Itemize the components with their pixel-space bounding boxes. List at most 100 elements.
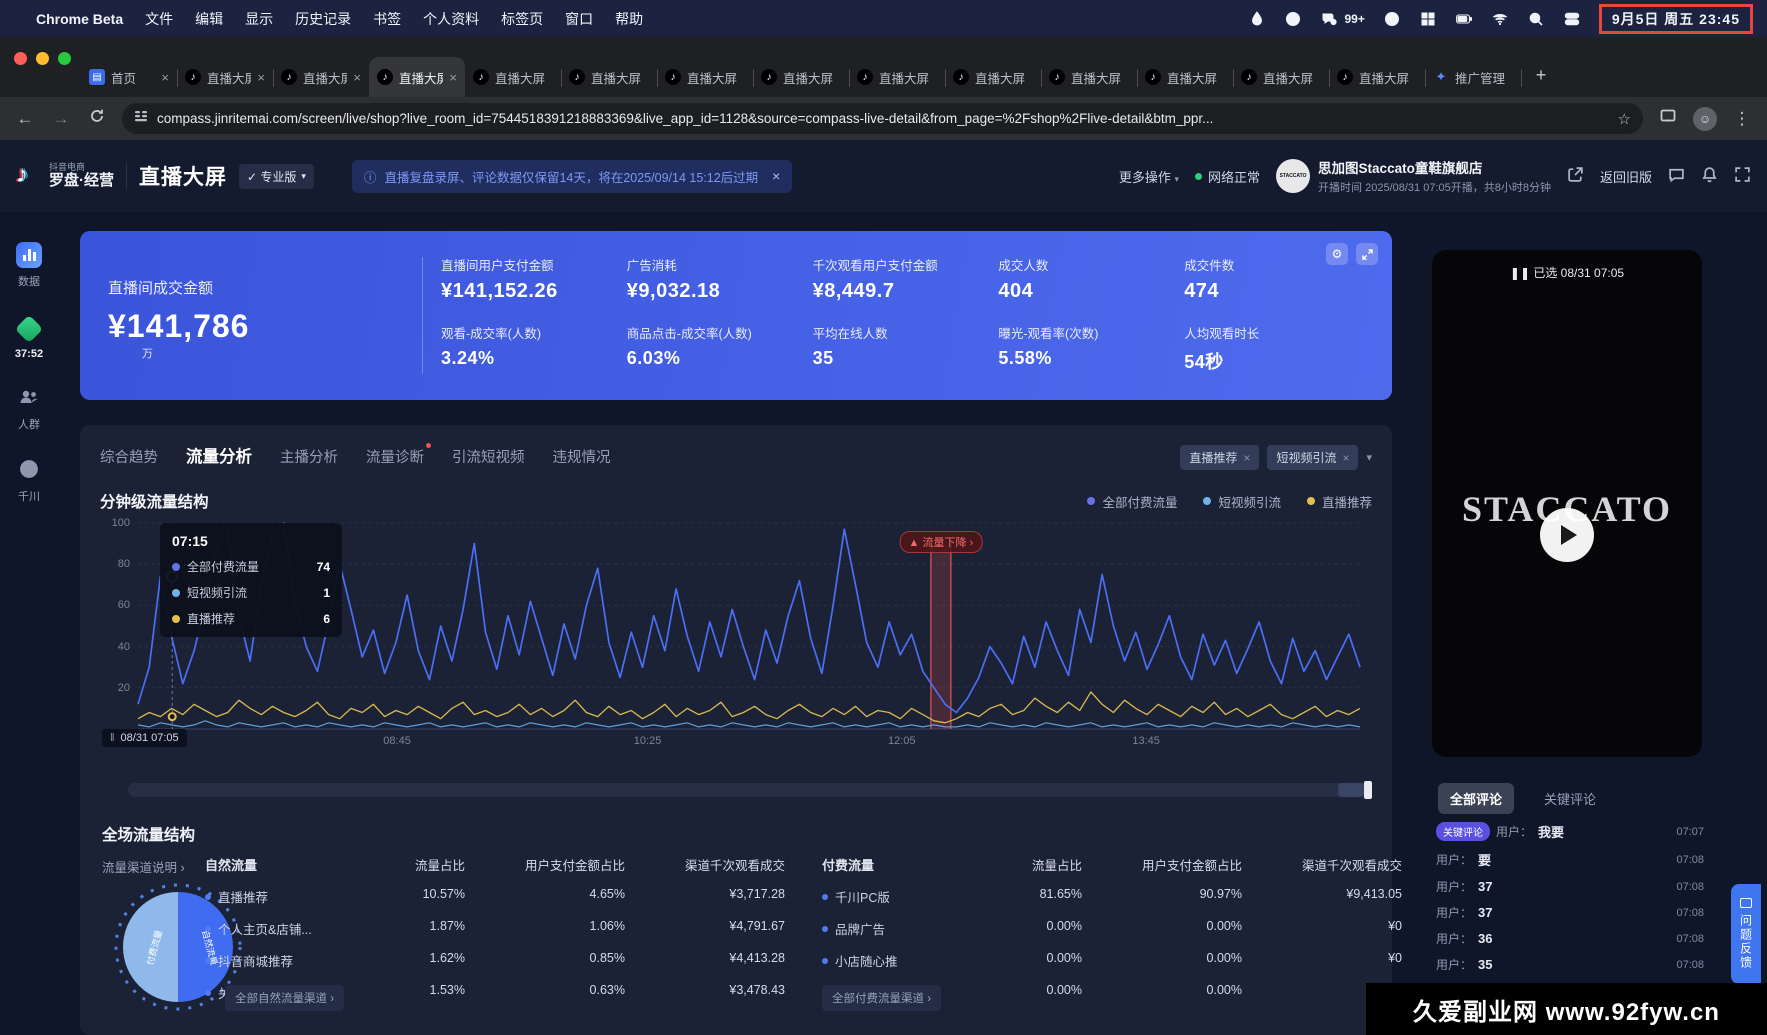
tab-close-icon[interactable]: ×	[161, 69, 169, 85]
slider-thumb[interactable]	[1364, 781, 1372, 799]
notification-bell-icon[interactable]	[1701, 166, 1718, 187]
play-circle-status-icon[interactable]	[1383, 10, 1401, 28]
tab-separator	[1521, 69, 1522, 87]
browser-tab[interactable]: ▤ 首页 ×	[81, 57, 178, 97]
browser-tab[interactable]: ♪ 直播大屏	[1137, 57, 1234, 97]
minute-traffic-chart[interactable]: 100 80 60 40 20 08:45 10:25 12:05 13:45 ‖ 08/31…	[102, 517, 1372, 757]
sidebar-item-audience[interactable]: 人群	[18, 386, 40, 432]
forward-button[interactable]: →	[52, 108, 70, 128]
droplet-status-icon[interactable]	[1248, 10, 1266, 28]
filter-pill[interactable]: 短视频引流 ×	[1267, 445, 1359, 470]
site-info-icon[interactable]	[134, 109, 148, 128]
filter-dropdown-icon[interactable]: ▾	[1366, 452, 1372, 464]
browser-tab[interactable]: ♪ 直播大屏	[465, 57, 562, 97]
drag-handle-icon[interactable]: ‖	[110, 732, 115, 744]
sidebar-item-data[interactable]: 数据	[16, 242, 42, 289]
legend-item[interactable]: 全部付费流量	[1087, 492, 1177, 511]
control-center-icon[interactable]	[1563, 10, 1581, 28]
reload-button[interactable]	[86, 108, 108, 129]
channel-note-link[interactable]: 流量渠道说明 ›	[102, 861, 185, 875]
close-window-button[interactable]	[14, 51, 27, 65]
tab-close-icon[interactable]: ×	[449, 69, 457, 85]
browser-tab[interactable]: ♪ 直播大屏	[753, 57, 850, 97]
browser-tab[interactable]: ♪ 直播大屏	[1233, 57, 1330, 97]
browser-menu-icon[interactable]: ⋮	[1733, 108, 1751, 128]
browser-tab[interactable]: ♪ 直播大屏	[1329, 57, 1426, 97]
menu-item-个人资料[interactable]: 个人资料	[423, 10, 480, 27]
bookmark-star-icon[interactable]: ☆	[1617, 110, 1631, 128]
menu-item-帮助[interactable]: 帮助	[615, 10, 644, 27]
notice-close-icon[interactable]: ×	[772, 168, 781, 184]
tab-close-icon[interactable]: ×	[257, 69, 265, 85]
browser-tab[interactable]: ♪ 直播大屏	[561, 57, 658, 97]
slider-segment[interactable]	[1338, 783, 1364, 797]
all-natural-channels-button[interactable]: 全部自然流量渠道 ›	[225, 985, 345, 1011]
browser-tab[interactable]: ♪ 直播大屏 ×	[177, 57, 274, 97]
back-button[interactable]: ←	[16, 108, 34, 128]
comment-tab-全部评论[interactable]: 全部评论	[1438, 783, 1515, 814]
menu-item-编辑[interactable]: 编辑	[195, 10, 224, 27]
panel-settings-gear-icon[interactable]: ⚙	[1326, 243, 1348, 265]
analysis-tab-综合趋势[interactable]: 综合趋势	[100, 450, 158, 466]
feedback-side-tab[interactable]: 问题反馈	[1731, 884, 1761, 984]
menu-item-文件[interactable]: 文件	[145, 10, 174, 27]
browser-tab[interactable]: ♪ 直播大屏 ×	[273, 57, 370, 97]
share-icon[interactable]	[1567, 166, 1584, 187]
browser-tab[interactable]: ♪ 直播大屏	[1041, 57, 1138, 97]
sidebar-item-timer[interactable]: 37:52	[14, 314, 44, 360]
browser-tab[interactable]: ✦ 推广管理	[1425, 57, 1522, 97]
url-text[interactable]: compass.jinritemai.com/screen/live/shop?…	[157, 111, 1214, 126]
legend-item[interactable]: 短视频引流	[1203, 492, 1281, 511]
menu-app-name[interactable]: Chrome Beta	[36, 10, 124, 27]
analysis-tab-流量分析[interactable]: 流量分析	[186, 448, 252, 466]
more-actions-dropdown[interactable]: 更多操作 ▾	[1118, 169, 1180, 185]
chat-status-icon[interactable]	[1320, 10, 1338, 28]
pro-version-badge[interactable]: ✓ 专业版 ▾	[239, 163, 314, 189]
play-button[interactable]	[1540, 508, 1594, 562]
filter-remove-icon[interactable]: ×	[1243, 450, 1251, 465]
browser-profile-avatar[interactable]: ☺	[1693, 106, 1717, 131]
menu-item-历史记录[interactable]: 历史记录	[295, 10, 352, 27]
menu-item-显示[interactable]: 显示	[245, 10, 274, 27]
legend-item[interactable]: 直播推荐	[1306, 492, 1372, 511]
compass-logo[interactable]: ♪ 抖音电商 罗盘·经营	[16, 161, 114, 191]
shop-info[interactable]: STACCATO 思加图Staccato童鞋旗舰店 开播时间 2025/08/3…	[1276, 157, 1551, 195]
comment-tab-关键评论[interactable]: 关键评论	[1544, 792, 1597, 807]
maximize-window-button[interactable]	[58, 51, 71, 65]
cast-icon[interactable]	[1657, 108, 1679, 129]
tab-separator	[1233, 69, 1234, 87]
sidebar-item-qianchuan[interactable]: 千川	[18, 458, 40, 504]
analysis-tab-违规情况[interactable]: 违规情况	[552, 450, 611, 466]
table-title: 付费流量	[822, 858, 875, 873]
wifi-icon[interactable]	[1491, 10, 1509, 28]
analysis-tab-主播分析[interactable]: 主播分析	[280, 450, 338, 466]
traffic-drop-annotation[interactable]: ▲ 流量下降 ›	[899, 531, 983, 553]
browser-tab[interactable]: ♪ 直播大屏	[945, 57, 1042, 97]
back-to-old-version-button[interactable]: 返回旧版	[1599, 169, 1652, 185]
menu-item-窗口[interactable]: 窗口	[565, 10, 594, 27]
menu-item-标签页[interactable]: 标签页	[501, 10, 544, 27]
spotlight-search-icon[interactable]	[1527, 10, 1545, 28]
analysis-tab-引流短视频[interactable]: 引流短视频	[452, 450, 525, 466]
address-bar[interactable]: compass.jinritemai.com/screen/live/shop?…	[122, 103, 1643, 134]
browser-tab[interactable]: ♪ 直播大屏	[849, 57, 946, 97]
minimize-window-button[interactable]	[36, 51, 49, 65]
all-paid-channels-button[interactable]: 全部付费流量渠道 ›	[822, 985, 942, 1011]
chart-start-time-label[interactable]: ‖ 08/31 07:05	[102, 729, 187, 747]
comment-bubble-icon[interactable]	[1668, 166, 1685, 187]
panel-expand-icon[interactable]	[1356, 243, 1378, 265]
fan-status-icon[interactable]	[1284, 10, 1302, 28]
grid-status-icon[interactable]	[1419, 10, 1437, 28]
analysis-tab-流量诊断[interactable]: 流量诊断	[366, 443, 431, 467]
live-replay-player[interactable]: ❚❚ 已选 08/31 07:05 STACCATO	[1432, 250, 1702, 757]
browser-tab[interactable]: ♪ 直播大屏	[657, 57, 754, 97]
chart-range-slider[interactable]	[128, 781, 1372, 799]
fullscreen-icon[interactable]	[1734, 166, 1751, 187]
tab-close-icon[interactable]: ×	[353, 69, 361, 85]
filter-pill[interactable]: 直播推荐 ×	[1180, 445, 1260, 470]
tooltip-series-label: 短视频引流	[187, 586, 248, 600]
filter-remove-icon[interactable]: ×	[1342, 450, 1350, 465]
menu-item-书签[interactable]: 书签	[373, 10, 402, 27]
browser-tab[interactable]: ♪ 直播大屏 ×	[369, 57, 465, 97]
new-tab-button[interactable]: +	[1535, 64, 1547, 85]
